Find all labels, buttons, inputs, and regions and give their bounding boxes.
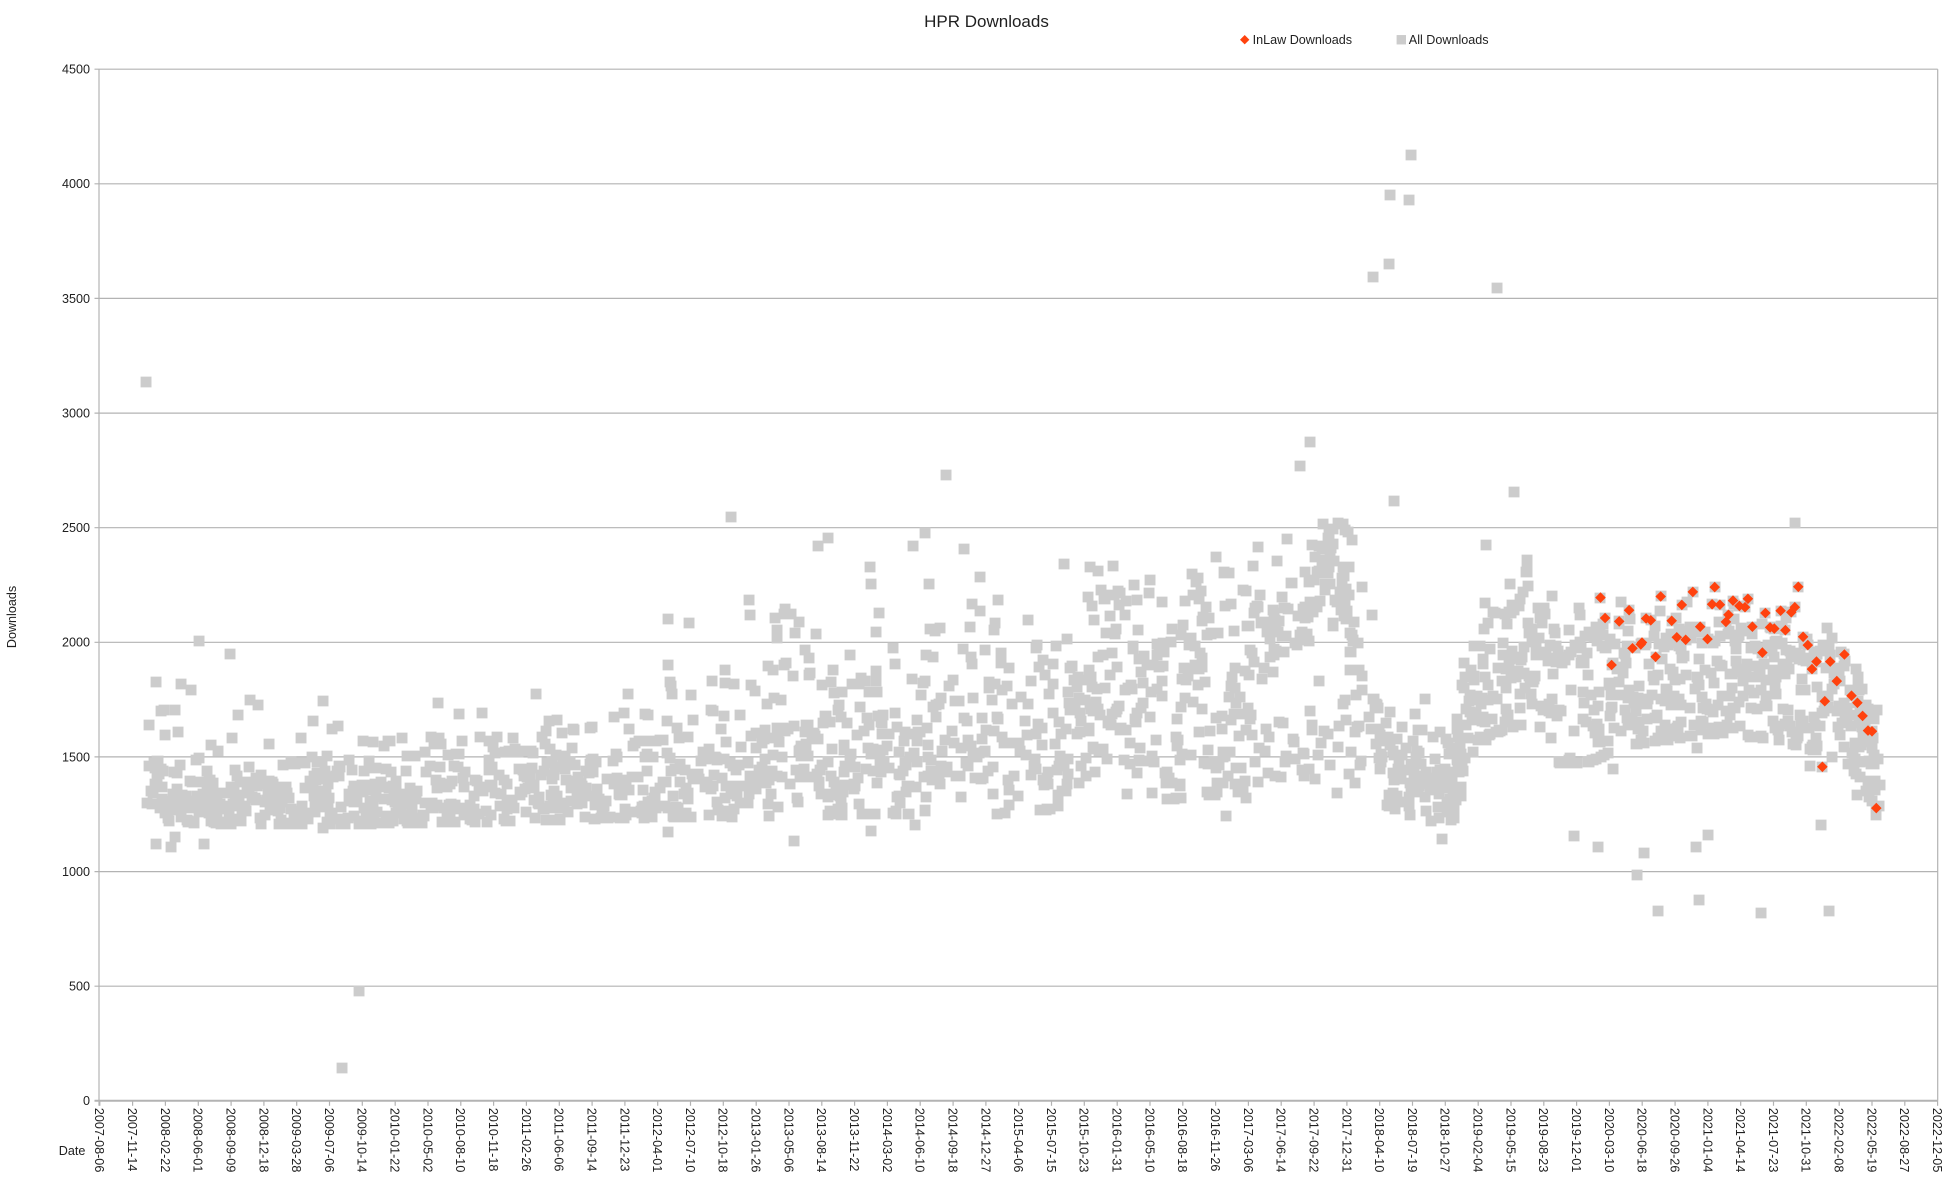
- svg-text:2019-02-04: 2019-02-04: [1471, 1108, 1485, 1172]
- svg-text:2022-08-27: 2022-08-27: [1897, 1108, 1911, 1172]
- svg-text:2009-10-14: 2009-10-14: [355, 1108, 369, 1172]
- svg-text:2017-09-22: 2017-09-22: [1307, 1108, 1321, 1172]
- svg-text:2008-12-18: 2008-12-18: [256, 1108, 270, 1172]
- svg-text:2021-07-23: 2021-07-23: [1766, 1108, 1780, 1172]
- svg-text:2020-06-18: 2020-06-18: [1635, 1108, 1649, 1172]
- svg-text:2021-10-31: 2021-10-31: [1799, 1108, 1813, 1172]
- svg-text:2012-04-01: 2012-04-01: [650, 1108, 664, 1172]
- svg-text:2014-09-18: 2014-09-18: [946, 1108, 960, 1172]
- svg-text:2011-12-23: 2011-12-23: [617, 1108, 631, 1172]
- svg-text:2018-10-27: 2018-10-27: [1438, 1108, 1452, 1172]
- svg-text:2022-12-05: 2022-12-05: [1930, 1108, 1944, 1172]
- svg-text:2013-05-06: 2013-05-06: [781, 1108, 795, 1172]
- svg-text:2020-09-26: 2020-09-26: [1668, 1108, 1682, 1172]
- svg-text:Downloads: Downloads: [5, 586, 19, 648]
- svg-text:2000: 2000: [62, 636, 90, 650]
- svg-text:2008-09-09: 2008-09-09: [224, 1108, 238, 1172]
- svg-text:2015-07-15: 2015-07-15: [1044, 1108, 1058, 1172]
- svg-text:2010-08-10: 2010-08-10: [453, 1108, 467, 1172]
- svg-text:2021-04-14: 2021-04-14: [1733, 1108, 1747, 1172]
- svg-text:2007-08-06: 2007-08-06: [92, 1108, 106, 1172]
- svg-text:2013-01-26: 2013-01-26: [749, 1108, 763, 1172]
- svg-text:2018-04-10: 2018-04-10: [1372, 1108, 1386, 1172]
- svg-text:4000: 4000: [62, 177, 90, 191]
- svg-text:2012-07-10: 2012-07-10: [683, 1108, 697, 1172]
- svg-text:2018-07-19: 2018-07-19: [1405, 1108, 1419, 1172]
- svg-text:2008-06-01: 2008-06-01: [191, 1108, 205, 1172]
- svg-text:2019-08-23: 2019-08-23: [1536, 1108, 1550, 1172]
- svg-text:2009-03-28: 2009-03-28: [289, 1108, 303, 1172]
- svg-text:0: 0: [83, 1094, 90, 1108]
- svg-text:2010-05-02: 2010-05-02: [420, 1108, 434, 1172]
- svg-text:2016-08-18: 2016-08-18: [1175, 1108, 1189, 1172]
- svg-text:2010-01-22: 2010-01-22: [388, 1108, 402, 1172]
- svg-text:2015-04-06: 2015-04-06: [1011, 1108, 1025, 1172]
- svg-text:2015-10-23: 2015-10-23: [1077, 1108, 1091, 1172]
- svg-text:2012-10-18: 2012-10-18: [716, 1108, 730, 1172]
- svg-text:InLaw Downloads: InLaw Downloads: [1253, 33, 1352, 47]
- svg-text:2011-09-14: 2011-09-14: [585, 1108, 599, 1172]
- svg-text:2016-11-26: 2016-11-26: [1208, 1108, 1222, 1172]
- svg-text:2019-05-15: 2019-05-15: [1503, 1108, 1517, 1172]
- svg-text:1500: 1500: [62, 750, 90, 764]
- svg-text:2009-07-06: 2009-07-06: [322, 1108, 336, 1172]
- svg-text:2019-12-01: 2019-12-01: [1569, 1108, 1583, 1172]
- svg-text:500: 500: [69, 980, 90, 994]
- svg-text:2022-05-19: 2022-05-19: [1864, 1108, 1878, 1172]
- svg-text:2011-02-26: 2011-02-26: [519, 1108, 533, 1172]
- svg-text:2007-11-14: 2007-11-14: [125, 1108, 139, 1172]
- svg-text:2022-02-08: 2022-02-08: [1832, 1108, 1846, 1172]
- svg-text:1000: 1000: [62, 865, 90, 879]
- svg-text:2014-12-27: 2014-12-27: [978, 1108, 992, 1172]
- svg-text:HPR Downloads: HPR Downloads: [924, 12, 1049, 31]
- svg-text:2011-06-06: 2011-06-06: [552, 1108, 566, 1172]
- svg-text:3500: 3500: [62, 292, 90, 306]
- svg-text:Date: Date: [59, 1144, 86, 1158]
- svg-text:2016-05-10: 2016-05-10: [1142, 1108, 1156, 1172]
- svg-text:2013-11-22: 2013-11-22: [847, 1108, 861, 1172]
- svg-text:3000: 3000: [62, 407, 90, 421]
- svg-text:2014-03-02: 2014-03-02: [880, 1108, 894, 1172]
- svg-text:4500: 4500: [62, 63, 90, 77]
- svg-text:2017-06-14: 2017-06-14: [1274, 1108, 1288, 1172]
- svg-text:All Downloads: All Downloads: [1409, 33, 1489, 47]
- svg-text:2008-02-22: 2008-02-22: [158, 1108, 172, 1172]
- svg-text:2021-01-04: 2021-01-04: [1700, 1108, 1714, 1172]
- svg-text:2017-12-31: 2017-12-31: [1339, 1108, 1353, 1172]
- svg-text:2016-01-31: 2016-01-31: [1110, 1108, 1124, 1172]
- svg-text:2500: 2500: [62, 521, 90, 535]
- svg-text:2017-03-06: 2017-03-06: [1241, 1108, 1255, 1172]
- svg-text:2020-03-10: 2020-03-10: [1602, 1108, 1616, 1172]
- svg-text:2013-08-14: 2013-08-14: [814, 1108, 828, 1172]
- svg-text:2014-06-10: 2014-06-10: [913, 1108, 927, 1172]
- svg-text:2010-11-18: 2010-11-18: [486, 1108, 500, 1172]
